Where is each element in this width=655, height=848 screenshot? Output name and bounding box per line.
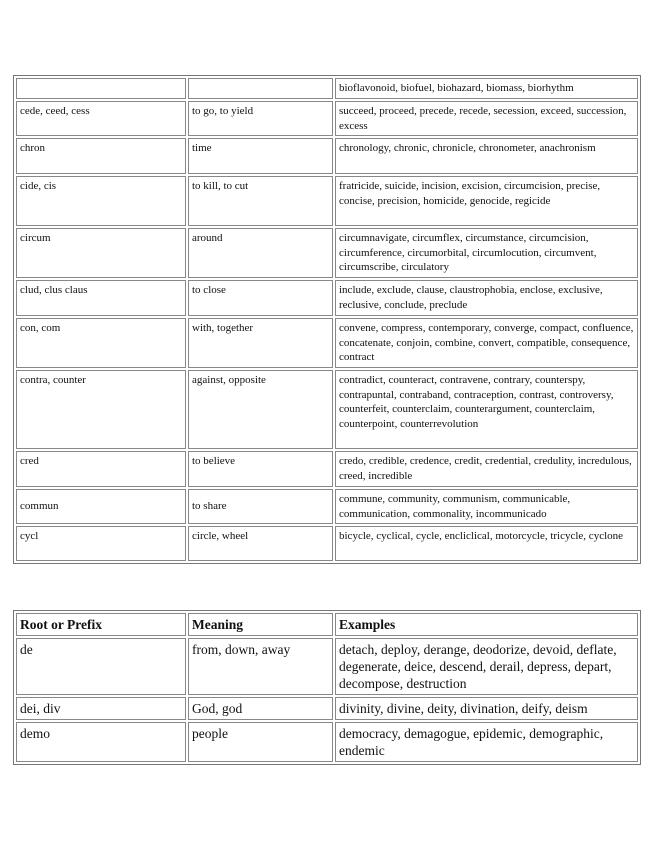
cell-meaning: to share <box>188 489 333 524</box>
cell-meaning: time <box>188 138 333 174</box>
roots-table: Root or Prefix Meaning Examples de from, … <box>13 610 641 765</box>
cell-meaning: against, opposite <box>188 370 333 449</box>
table-row: contra, counter against, opposite contradi… <box>16 370 638 449</box>
cell-examples: detach, deploy, derange, deodorize, devo… <box>335 638 638 695</box>
cell-examples: convene, compress, contemporary, converg… <box>335 318 638 368</box>
roots-table-continued: bioflavonoid, biofuel, biohazard, biomas… <box>13 75 641 564</box>
cell-root: cede, ceed, cess <box>16 101 186 136</box>
table-row: circum around circumnavigate, circumflex, … <box>16 228 638 278</box>
cell-root: contra, counter <box>16 370 186 449</box>
cell-examples: chronology, chronic, chronicle, chronome… <box>335 138 638 174</box>
cell-root: circum <box>16 228 186 278</box>
header-root: Root or Prefix <box>16 613 186 636</box>
cell-examples: bicycle, cyclical, cycle, encliclical, m… <box>335 526 638 561</box>
cell-examples: democracy, demagogue, epidemic, demograp… <box>335 722 638 762</box>
cell-meaning: circle, wheel <box>188 526 333 561</box>
cell-examples: commune, community, communism, communica… <box>335 489 638 524</box>
cell-meaning <box>188 78 333 99</box>
table-row: de from, down, away detach, deploy, derang… <box>16 638 638 695</box>
cell-root: cred <box>16 451 186 487</box>
table-row: cred to believe credo, credible, credence,… <box>16 451 638 487</box>
table-row: demo people democracy, demagogue, epidemic… <box>16 722 638 762</box>
table-row: con, com with, together convene, compress,… <box>16 318 638 368</box>
cell-root: de <box>16 638 186 695</box>
cell-meaning: around <box>188 228 333 278</box>
cell-root: chron <box>16 138 186 174</box>
table-row: cide, cis to kill, to cut fratricide, suic… <box>16 176 638 226</box>
cell-root: demo <box>16 722 186 762</box>
cell-root: clud, clus claus <box>16 280 186 316</box>
cell-root: dei, div <box>16 697 186 720</box>
table-row: clud, clus claus to close include, exclude… <box>16 280 638 316</box>
cell-meaning: to kill, to cut <box>188 176 333 226</box>
header-row: Root or Prefix Meaning Examples <box>16 613 638 636</box>
cell-examples: divinity, divine, deity, divination, dei… <box>335 697 638 720</box>
cell-examples: circumnavigate, circumflex, circumstance… <box>335 228 638 278</box>
cell-meaning: to close <box>188 280 333 316</box>
cell-examples: succeed, proceed, precede, recede, seces… <box>335 101 638 136</box>
cell-meaning: to go, to yield <box>188 101 333 136</box>
table-row: cycl circle, wheel bicycle, cyclical, cycl… <box>16 526 638 561</box>
cell-examples: credo, credible, credence, credit, crede… <box>335 451 638 487</box>
cell-root: cide, cis <box>16 176 186 226</box>
cell-root: con, com <box>16 318 186 368</box>
cell-meaning: with, together <box>188 318 333 368</box>
cell-meaning: people <box>188 722 333 762</box>
cell-meaning: to believe <box>188 451 333 487</box>
cell-meaning: from, down, away <box>188 638 333 695</box>
table-row: cede, ceed, cess to go, to yield succeed, … <box>16 101 638 136</box>
cell-examples: bioflavonoid, biofuel, biohazard, biomas… <box>335 78 638 99</box>
cell-examples: include, exclude, clause, claustrophobia… <box>335 280 638 316</box>
cell-root <box>16 78 186 99</box>
table-row: chron time chronology, chronic, chronicle,… <box>16 138 638 174</box>
table-row: dei, div God, god divinity, divine, deity,… <box>16 697 638 720</box>
cell-examples: fratricide, suicide, incision, excision,… <box>335 176 638 226</box>
header-meaning: Meaning <box>188 613 333 636</box>
cell-examples: contradict, counteract, contravene, cont… <box>335 370 638 449</box>
cell-meaning: God, god <box>188 697 333 720</box>
table-row: commun to share commune, community, commun… <box>16 489 638 524</box>
table-row: bioflavonoid, biofuel, biohazard, biomas… <box>16 78 638 99</box>
cell-root: commun <box>16 489 186 524</box>
cell-root: cycl <box>16 526 186 561</box>
header-examples: Examples <box>335 613 638 636</box>
